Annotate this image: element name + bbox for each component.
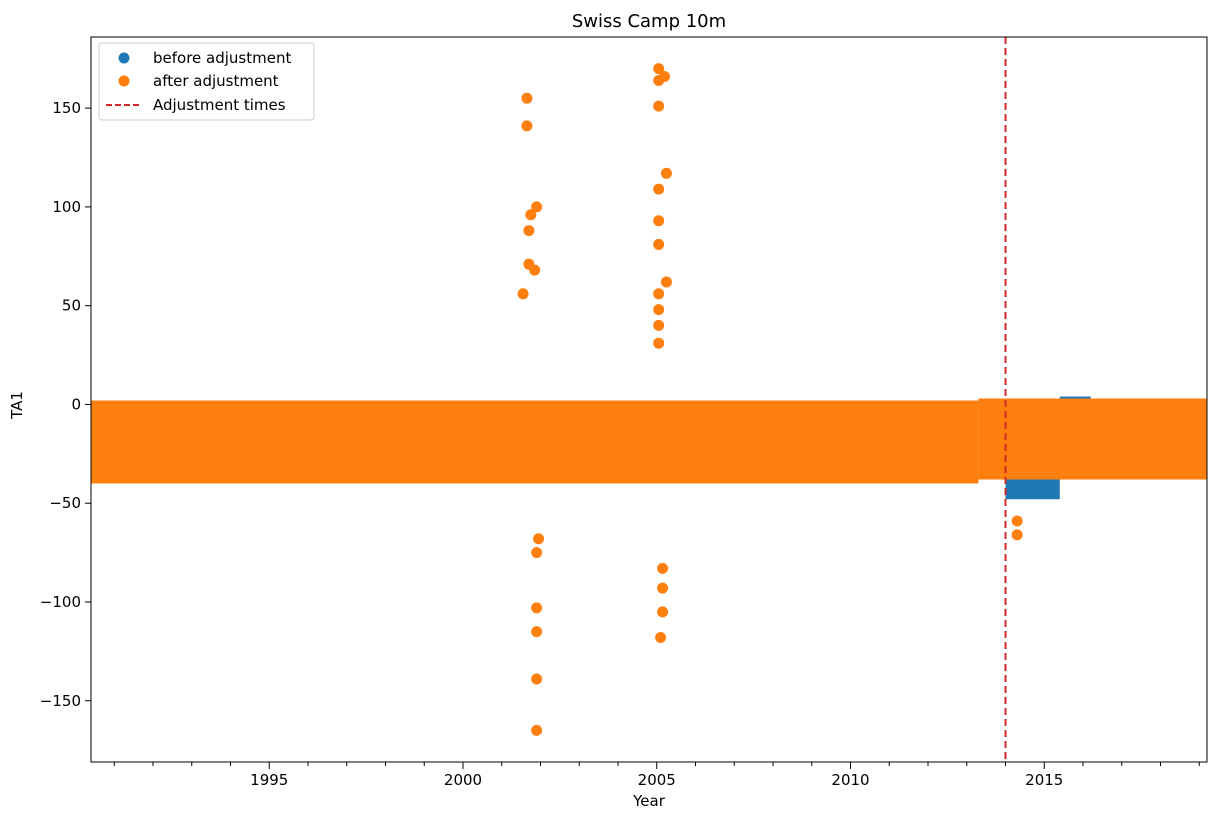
x-tick-label: 1995 [250,771,288,789]
y-tick-label: −100 [40,593,81,611]
series-1-point-29 [657,606,669,618]
series-1-point-28 [657,582,669,594]
series-1-band-0 [91,400,979,484]
series-1-point-12 [531,673,543,685]
series-1-point-1 [521,120,533,132]
y-tick-label: −150 [40,692,81,710]
y-axis-label: TA1 [8,391,26,420]
y-tick-label: 100 [52,198,81,216]
series-1-band-1 [978,398,1207,480]
series-1-point-4 [531,201,543,213]
series-1-point-25 [653,319,665,331]
series-1-point-32 [1011,515,1023,527]
series-1-point-3 [523,225,535,237]
plot-frame [90,36,1208,763]
series-1-point-8 [533,533,545,545]
legend-label-after: after adjustment [153,72,279,90]
y-tick-label: −50 [49,494,81,512]
x-tick-label: 2015 [1025,771,1063,789]
bands-layer [91,396,1207,500]
series-1-point-13 [531,724,543,736]
legend-label-before: before adjustment [153,49,291,67]
series-1-point-23 [653,288,665,300]
series-1-point-10 [531,602,543,614]
x-tick-label: 2000 [444,771,482,789]
series-1-point-0 [521,92,533,104]
legend-marker-before [118,52,130,64]
legend-marker-after [118,75,130,87]
series-1-point-30 [655,632,667,644]
series-1-point-2 [525,209,537,221]
legend-box [98,42,315,121]
series-1-point-19 [653,183,665,195]
series-1-point-7 [517,288,529,300]
plot-area [90,36,1208,763]
series-1-point-9 [531,547,543,559]
series-1-point-18 [660,167,672,179]
x-tick-label: 2010 [831,771,869,789]
series-1-point-22 [660,276,672,288]
x-axis-label: Year [632,792,666,810]
series-1-point-17 [653,100,665,112]
series-1-point-20 [653,215,665,227]
chart-title: Swiss Camp 10m [572,11,726,32]
series-1-point-11 [531,626,543,638]
y-tick-label: 0 [71,395,81,413]
y-tick-label: 50 [62,297,81,315]
x-axis: 1995 2000 2005 2010 2015 [113,762,1200,789]
legend-label-adjustment: Adjustment times [153,96,286,114]
series-1-point-16 [659,71,670,83]
series-1-point-31 [1011,529,1023,541]
legend: before adjustment after adjustment Adjus… [98,42,315,121]
series-1-point-6 [529,264,541,276]
x-tick-label: 2005 [638,771,676,789]
y-tick-label: 150 [52,99,81,117]
series-1-point-27 [657,562,669,574]
series-1-point-21 [653,238,665,250]
points-layer [517,63,1023,736]
y-axis: −150 −100 −50 0 50 100 150 [40,99,91,710]
series-1-point-24 [653,304,665,316]
series-1-point-14 [653,63,665,75]
series-1-point-26 [653,337,665,349]
